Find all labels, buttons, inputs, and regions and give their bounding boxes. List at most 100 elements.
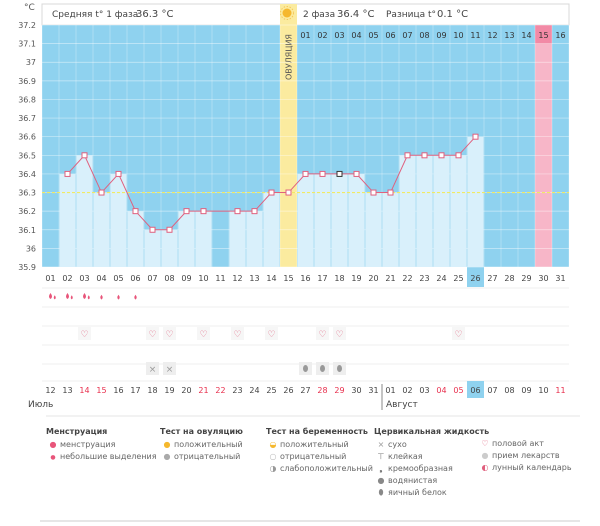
axis-labels: 35.9 36 36.1 36.2 36.3 36.4 36.5 36.6 36.7 36.8 36…: [18, 3, 565, 283]
data-point: [183, 208, 190, 215]
legend-title: Тест на овуляцию: [160, 427, 243, 436]
phase2-day-label: 10: [453, 31, 463, 40]
data-point: [149, 226, 156, 233]
sticky-cell: [146, 362, 159, 375]
data-point: [98, 189, 105, 196]
legend-ovulation-test: Тест на овуляцию ● положительный ● отрицат…: [160, 426, 243, 463]
y-tick-label: 36.5: [18, 151, 36, 160]
highlight-day-cell: [535, 25, 552, 44]
x-tick-label: 16: [300, 274, 310, 283]
x-tick-label: 12: [232, 274, 242, 283]
calendar-date: 25: [266, 386, 276, 395]
x-tick-label: 18: [334, 274, 344, 283]
calendar-row: 12 13 14 15 16 17 18 19 20 21 22 23 24 25 26 27 28 29 30 31…: [28, 381, 580, 522]
calendar-date: 04: [436, 386, 446, 395]
calendar-date: 19: [164, 386, 174, 395]
temperature-bar: [161, 229, 178, 267]
positive-test-icon: ◒: [269, 440, 277, 449]
data-point: [81, 152, 88, 159]
menstruation-drop-icon: [53, 295, 56, 300]
data-point: [64, 170, 71, 177]
x-tick-label: 21: [385, 274, 395, 283]
heart-icon: ♡: [267, 330, 275, 340]
phase2-value: 36.4 °C: [337, 9, 374, 20]
temperature-bar: [314, 173, 331, 267]
x-tick-label: 06: [130, 274, 140, 283]
data-point: [166, 226, 173, 233]
x-tick-label: 10: [198, 274, 208, 283]
x-tick-label: 27: [487, 274, 497, 283]
calendar-date: 15: [96, 386, 106, 395]
data-point: [319, 170, 326, 177]
legend-item: яичный белок: [388, 488, 447, 497]
sticky-cell: [163, 362, 176, 375]
calendar-date: 08: [504, 386, 514, 395]
menstruation-drop-icon: [70, 295, 73, 300]
legend-item: сухо: [388, 440, 407, 449]
pill-icon: ●: [481, 451, 489, 460]
calendar-date: 23: [232, 386, 242, 395]
small-drop-icon: [100, 294, 103, 300]
data-point: [472, 133, 479, 140]
x-tick-label: 22: [402, 274, 412, 283]
phase2-day-label: 15: [538, 31, 548, 40]
calendar-date: 03: [419, 386, 429, 395]
small-drop-icon: [134, 294, 137, 300]
data-point: [132, 208, 139, 215]
y-tick-label: 37.2: [18, 21, 36, 30]
temperature-bar: [467, 136, 484, 267]
temperature-bar: [416, 155, 433, 267]
y-tick-label: 37.1: [18, 40, 36, 49]
small-drop-icon: ●: [50, 454, 56, 461]
y-tick-label: 36.2: [18, 207, 36, 216]
calendar-date: 09: [521, 386, 531, 395]
data-point: [421, 152, 428, 159]
data-point: [115, 170, 122, 177]
calendar-date: 28: [317, 386, 327, 395]
y-tick-label: 36.3: [18, 189, 36, 198]
phase2-day-row: 01 02 03 04 05 06 07 08 09 10 11 12 13 14 15 16: [300, 31, 565, 40]
x-tick-label: 26: [470, 274, 480, 283]
x-tick-label: 03: [79, 274, 89, 283]
legend-item: отрицательный: [280, 452, 347, 461]
temperature-bars: [59, 136, 484, 267]
phase2-day-label: 11: [470, 31, 480, 40]
eggwhite-icon: [337, 365, 342, 372]
temperature-line: [42, 133, 569, 233]
x-tick-label: 09: [181, 274, 191, 283]
menstruation-drop-icon: [49, 293, 52, 299]
x-tick-label: 20: [368, 274, 378, 283]
month-august: Август: [386, 400, 418, 410]
heart-cell: [452, 327, 465, 340]
phase2-day-label: 13: [504, 31, 514, 40]
current-day-cell: [467, 267, 484, 287]
sticky-icon: ×: [149, 365, 157, 375]
x-tick-label: 11: [215, 274, 225, 283]
temperature-bar: [76, 155, 93, 267]
x-tick-label: 15: [283, 274, 293, 283]
phase2-day-label: 06: [385, 31, 395, 40]
phase2-day-label: 07: [402, 31, 412, 40]
calendar-date: 21: [198, 386, 208, 395]
temperature-bar: [297, 173, 314, 267]
legend-item: половой акт: [492, 439, 544, 448]
x-tick-label: 23: [419, 274, 429, 283]
temperature-bar: [229, 211, 246, 267]
heart-cell: [265, 327, 278, 340]
calendar-date: 05: [453, 386, 463, 395]
phase2-day-label: 04: [351, 31, 361, 40]
x-tick-label: 05: [113, 274, 123, 283]
legend-item: слабоположительный: [280, 464, 373, 473]
data-point: [251, 208, 258, 215]
x-tick-label: 30: [538, 274, 548, 283]
legend-item: положительный: [174, 440, 243, 449]
heart-cell: [78, 327, 91, 340]
y-tick-label: 37: [26, 58, 36, 67]
x-tick-label: 08: [164, 274, 174, 283]
data-point: [404, 152, 411, 159]
temperature-bar: [246, 211, 263, 267]
temperature-bar: [127, 211, 144, 267]
temperature-bar: [263, 192, 280, 267]
heart-icon: ♡: [199, 330, 207, 340]
